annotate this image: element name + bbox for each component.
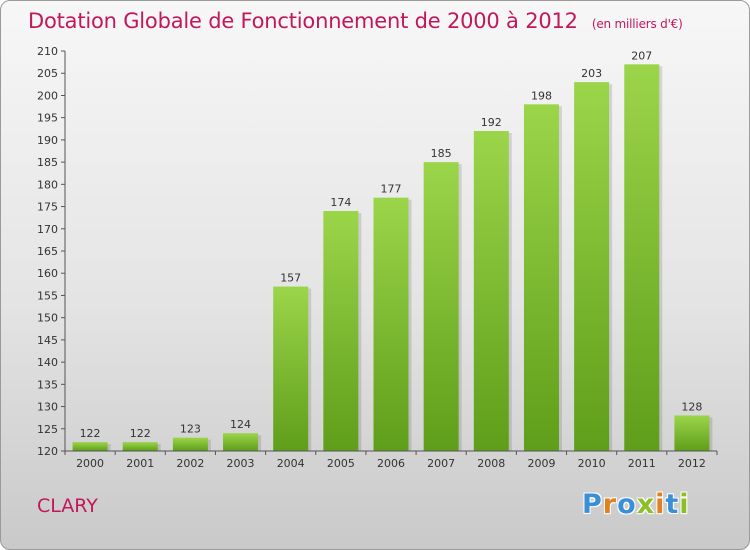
data-label-2004: 157 — [280, 272, 301, 285]
y-tick-label: 195 — [37, 112, 58, 125]
data-label-2007: 185 — [431, 147, 452, 160]
data-label-2001: 122 — [130, 427, 151, 440]
bars-group: 122 122 123 124 157 174 177 185 192 198 203 207 128 — [72, 49, 713, 452]
x-tick-label-2004: 2004 — [277, 457, 305, 470]
bar-2011 — [624, 64, 660, 452]
chart-title: Dotation Globale de Fonctionnement de 20… — [28, 9, 683, 33]
logo-letter: r — [602, 489, 618, 520]
bar-2012 — [674, 415, 710, 451]
proxiti-logo: Proxiti — [582, 489, 690, 520]
logo-letter: x — [636, 489, 656, 520]
logo-letter: t — [665, 489, 680, 520]
y-tick-label: 210 — [37, 45, 58, 58]
bar-2004 — [273, 286, 309, 451]
x-tick-label-2008: 2008 — [477, 457, 505, 470]
logo-letter: i — [679, 489, 690, 520]
x-tick-label-2009: 2009 — [527, 457, 555, 470]
x-tick-label-2011: 2011 — [628, 457, 656, 470]
y-tick-label: 190 — [37, 134, 58, 147]
y-axis: 120 125 130 135 140 145 150 155 160 165 170 175 180 1… — [37, 45, 66, 458]
x-tick-label-2000: 2000 — [76, 457, 104, 470]
data-label-2006: 177 — [381, 183, 402, 196]
data-label-2011: 207 — [631, 49, 652, 62]
y-tick-label: 120 — [37, 445, 58, 458]
data-label-2008: 192 — [481, 116, 502, 129]
y-tick-label: 185 — [37, 156, 58, 169]
y-tick-label: 170 — [37, 223, 58, 236]
bar-2009 — [523, 104, 559, 451]
y-tick-label: 165 — [37, 245, 58, 258]
x-tick-label-2001: 2001 — [126, 457, 154, 470]
bar-2003 — [223, 433, 259, 451]
city-name: CLARY — [37, 495, 98, 517]
data-label-2005: 174 — [330, 196, 351, 209]
chart-unit-note: (en milliers d'€) — [591, 17, 683, 31]
data-label-2002: 123 — [180, 423, 201, 436]
bar-2006 — [373, 197, 409, 451]
y-tick-label: 205 — [37, 67, 58, 80]
chart-title-text: Dotation Globale de Fonctionnement de 20… — [28, 9, 578, 33]
x-tick-label-2006: 2006 — [377, 457, 405, 470]
data-label-2003: 124 — [230, 418, 251, 431]
logo-letter: o — [617, 489, 637, 520]
y-tick-label: 180 — [37, 178, 58, 191]
logo-letter: i — [655, 489, 666, 520]
y-tick-label: 130 — [37, 401, 58, 414]
x-tick-label-2012: 2012 — [678, 457, 706, 470]
y-tick-label: 175 — [37, 201, 58, 214]
data-label-2012: 128 — [681, 400, 702, 413]
x-tick-label-2010: 2010 — [578, 457, 606, 470]
x-tick-label-2002: 2002 — [176, 457, 204, 470]
y-tick-label: 135 — [37, 378, 58, 391]
x-tick-label-2007: 2007 — [427, 457, 455, 470]
y-tick-label: 160 — [37, 267, 58, 280]
x-tick-label-2003: 2003 — [227, 457, 255, 470]
x-axis: 2000 2001 2002 2003 2004 2005 2006 2007 2008 2009… — [64, 450, 718, 470]
bar-2001 — [122, 442, 158, 451]
y-tick-label: 155 — [37, 289, 58, 302]
bar-2000 — [72, 442, 108, 451]
bar-2010 — [574, 82, 610, 451]
x-tick-label-2005: 2005 — [327, 457, 355, 470]
data-label-2010: 203 — [581, 67, 602, 80]
data-label-2000: 122 — [80, 427, 101, 440]
y-tick-label: 200 — [37, 89, 58, 102]
bar-2008 — [473, 131, 509, 451]
y-tick-label: 150 — [37, 312, 58, 325]
bar-2007 — [423, 162, 459, 451]
data-label-2009: 198 — [531, 89, 552, 102]
y-tick-label: 125 — [37, 423, 58, 436]
y-tick-label: 140 — [37, 356, 58, 369]
y-tick-label: 145 — [37, 334, 58, 347]
bar-2005 — [323, 211, 359, 451]
bar-2002 — [172, 437, 208, 451]
logo-letter: P — [582, 489, 603, 520]
